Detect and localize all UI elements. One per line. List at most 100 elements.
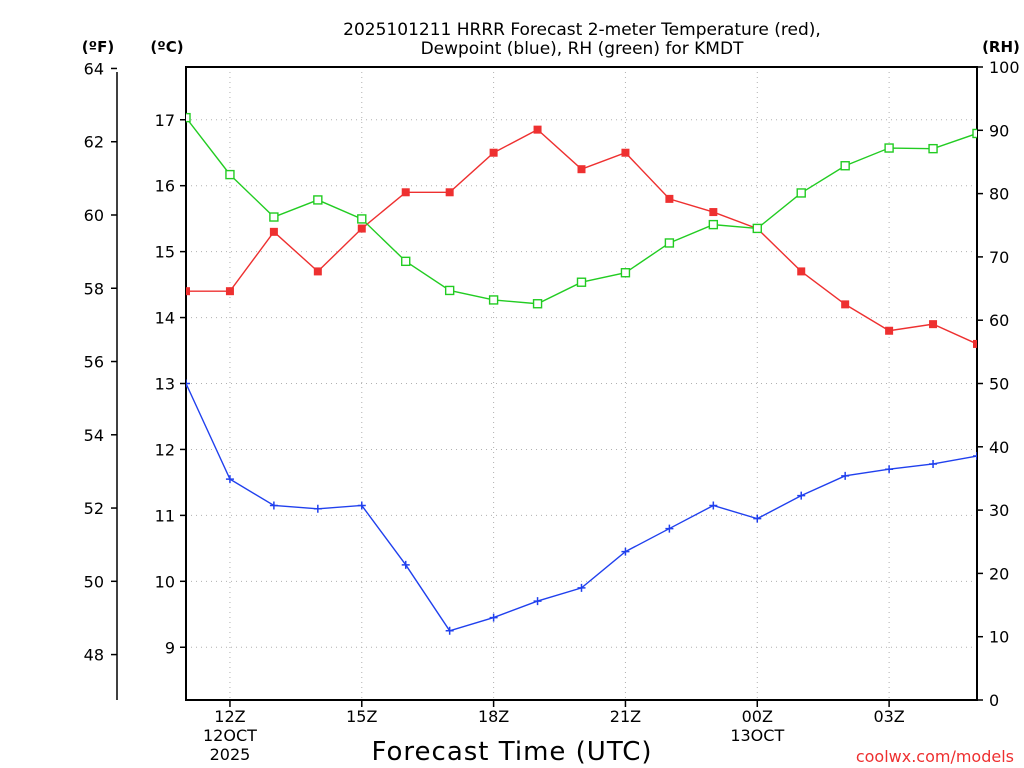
dewpoint-series [186,379,977,635]
dewpoint-point [445,626,454,635]
fahrenheit-tick-label: 54 [84,426,104,445]
fahrenheit-tick-label: 50 [84,572,104,591]
rh-series [186,112,977,309]
rh-point [840,161,850,171]
dewpoint-point [269,501,278,510]
celsius-tick-label: 17 [155,111,175,130]
rh-tick-label: 90 [989,121,1009,140]
x-tick-label: 12Z [214,707,245,726]
x-tick-label: 03Z [873,707,904,726]
fahrenheit-tick-label: 64 [84,59,104,78]
chart-title-line2: Dewpoint (blue), RH (green) for KMDT [421,39,744,59]
fahrenheit-tick-label: 58 [84,279,104,298]
rh-tick-label: 60 [989,311,1009,330]
dewpoint-point [225,475,234,484]
x-tick-date-label: 12OCT [203,726,257,745]
rh-point [576,277,587,287]
dewpoint-point [797,491,806,500]
dewpoint-line [186,383,977,632]
data-series [186,112,977,635]
dewpoint-point [841,471,850,480]
x-axis-label: Forecast Time (UTC) [371,737,652,767]
x-tick-label: 15Z [346,707,377,726]
celsius-tick-label: 16 [155,177,175,196]
dewpoint-point [577,583,586,592]
temperature-series [186,125,977,348]
celsius-tick-label: 11 [155,506,175,525]
temperature-point [186,287,190,296]
celsius-unit-label: (ºC) [150,38,183,56]
grid-lines [186,67,977,700]
chart-title-line1: 2025101211 HRRR Forecast 2-meter Tempera… [343,20,821,40]
dewpoint-point [621,547,630,556]
fahrenheit-tick-label: 62 [84,133,104,152]
dewpoint-point [533,597,542,606]
dewpoint-point [401,560,410,569]
temperature-point [841,300,850,309]
tick-labels: 9 10 11 12 13 14 15 16 17 48 50 52 54 56 58 60 62 64 0 10 20… [84,58,1020,764]
temperature-point [401,188,410,197]
rh-unit-label: (RH) [982,38,1020,56]
celsius-tick-label: 12 [155,440,175,459]
rh-tick-label: 80 [989,185,1009,204]
rh-point [796,188,806,198]
celsius-tick-label: 13 [155,375,175,394]
rh-point [752,223,762,234]
temperature-point [797,267,806,276]
fahrenheit-unit-label: (ºF) [82,38,114,56]
rh-tick-label: 0 [989,691,999,710]
rh-tick-label: 50 [989,375,1009,394]
watermark-link[interactable]: coolwx.com/models [856,747,1014,766]
temperature-point [357,224,366,233]
temperature-point [885,326,894,335]
rh-point [928,143,938,154]
dewpoint-point [885,465,894,474]
x-tick-label: 00Z [742,707,773,726]
rh-point [225,169,235,180]
celsius-tick-label: 10 [155,572,175,591]
rh-tick-label: 20 [989,564,1009,583]
rh-tick-label: 10 [989,628,1009,647]
temperature-point [577,165,586,174]
dewpoint-point [489,613,498,622]
dewpoint-point [709,501,718,510]
temperature-line [186,128,977,345]
fahrenheit-tick-label: 52 [84,499,104,518]
dewpoint-point [357,501,366,510]
x-tick-date-label: 13OCT [730,726,784,745]
celsius-tick-label: 9 [165,638,175,657]
rh-tick-label: 30 [989,501,1009,520]
celsius-tick-label: 15 [155,243,175,262]
dewpoint-point [929,459,938,468]
temperature-point [489,148,498,157]
temperature-point [533,125,542,134]
rh-point [313,195,323,205]
rh-line [186,117,977,305]
rh-point [357,214,367,224]
rh-point [620,268,631,278]
dewpoint-point [313,504,322,513]
fahrenheit-tick-label: 48 [84,646,104,665]
x-tick-label: 18Z [478,707,509,726]
rh-point [708,219,719,230]
dewpoint-point [973,452,977,461]
rh-point [532,299,543,309]
rh-point [401,256,411,267]
rh-tick-label: 40 [989,438,1009,457]
rh-point [664,238,675,248]
temperature-point [665,194,674,203]
temperature-point [929,320,938,329]
temperature-point [709,208,718,217]
rh-point [444,285,455,296]
rh-point [269,212,279,222]
temperature-point [621,148,630,157]
temperature-point [225,287,234,296]
celsius-tick-label: 14 [155,309,175,328]
fahrenheit-tick-label: 60 [84,206,104,225]
rh-point [186,112,191,123]
x-tick-year-label: 2025 [210,745,251,764]
dewpoint-point [753,514,762,523]
fahrenheit-tick-label: 56 [84,353,104,372]
rh-tick-label: 100 [989,58,1020,77]
